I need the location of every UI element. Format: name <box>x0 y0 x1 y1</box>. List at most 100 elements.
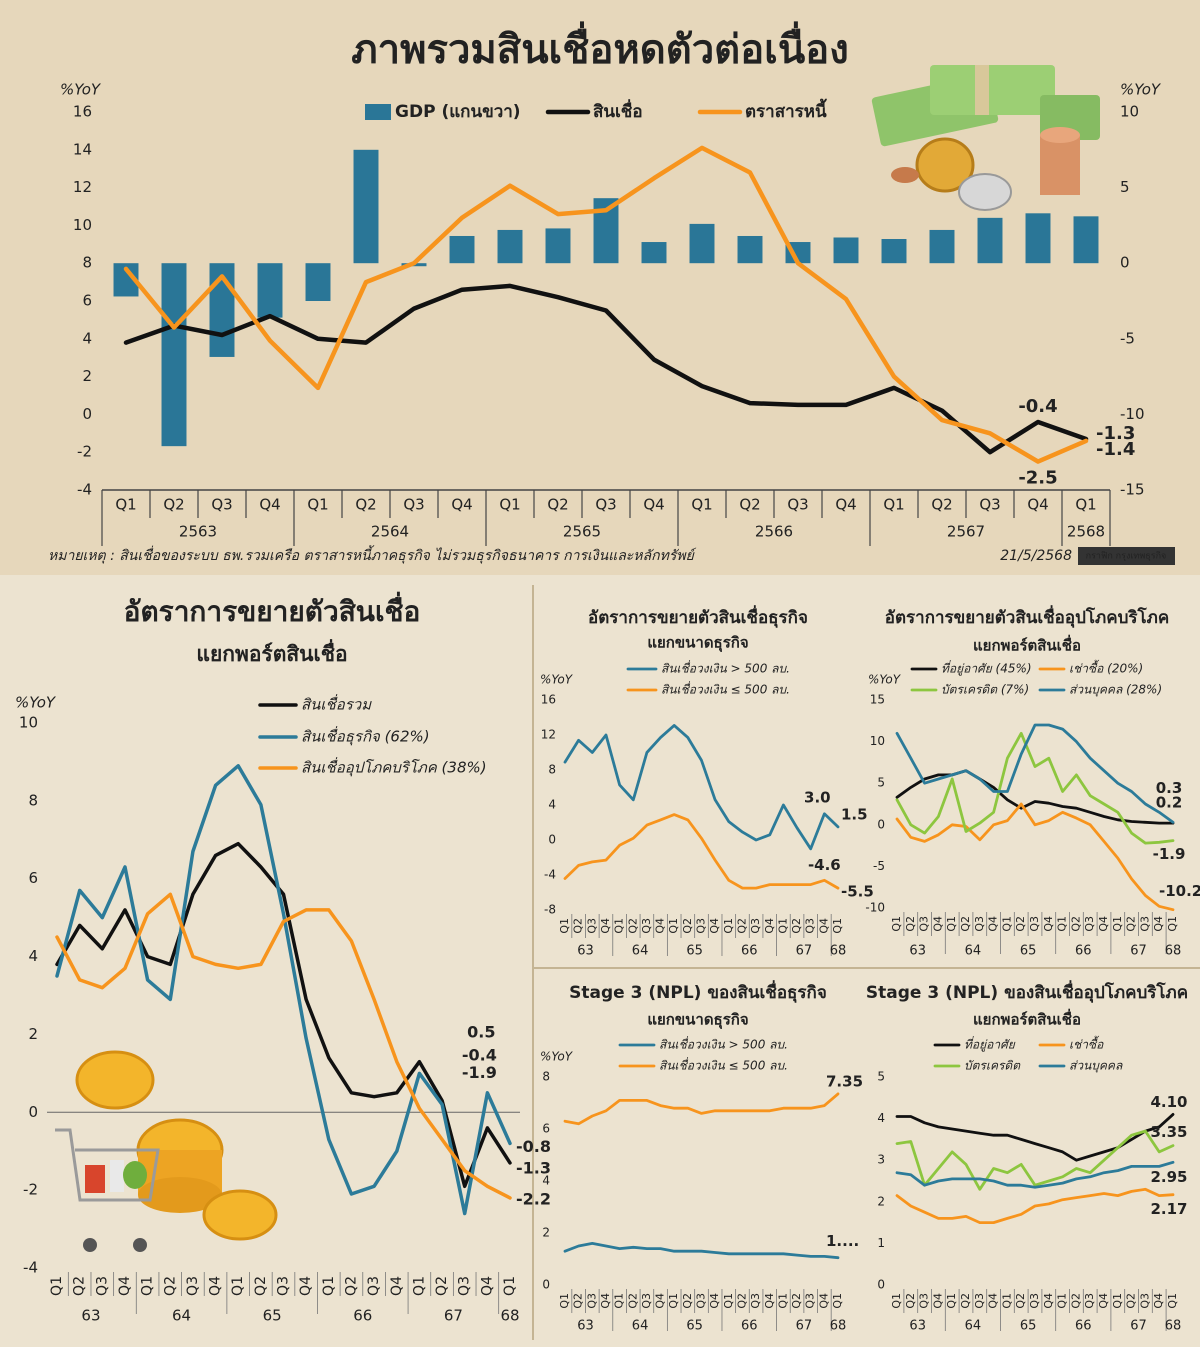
bar <box>833 237 859 264</box>
line-series <box>895 1160 1175 1189</box>
y2-tick-label: -15 <box>1120 481 1145 499</box>
x-tick-label: Q3 <box>804 1293 817 1309</box>
x-tick-label: Q3 <box>973 916 986 932</box>
x-tick-label: Q1 <box>831 1293 844 1309</box>
x-tick-label: Q4 <box>763 918 776 934</box>
chart-title: Stage 3 (NPL) ของสินเชื่ออุปโภคบริโภค <box>866 980 1188 1003</box>
x-tick-label: Q1 <box>502 1276 518 1296</box>
x-tick-label: Q2 <box>72 1276 88 1296</box>
y-tick-label: 6 <box>28 869 38 887</box>
x-tick-label: Q3 <box>918 1293 931 1309</box>
y-tick-label: 8 <box>542 1070 550 1084</box>
x-tick-label: Q4 <box>1097 1293 1110 1309</box>
x-tick-label: Q2 <box>572 1293 585 1309</box>
x-tick-label: Q2 <box>163 496 184 514</box>
x-tick-label: Q1 <box>831 918 844 934</box>
date: 21/5/2568 <box>1000 548 1072 564</box>
y-tick-label: 12 <box>541 728 556 742</box>
x-tick-label: Q2 <box>626 1293 639 1309</box>
y-tick-label: 0 <box>877 1278 885 1292</box>
y-tick-label: 2 <box>877 1194 885 1208</box>
x-tick-label: Q3 <box>1028 916 1041 932</box>
legend-label: ส่วนบุคคล (28%) <box>1069 683 1162 698</box>
x-tick-label: Q2 <box>790 1293 803 1309</box>
money-illustration <box>871 65 1100 211</box>
bottom-background <box>0 575 1200 1347</box>
source-box <box>1078 547 1175 565</box>
year-label: 66 <box>1075 1319 1092 1334</box>
year-label: 64 <box>965 944 982 959</box>
year-label: 67 <box>796 944 813 959</box>
y-tick-label: 8 <box>82 254 92 272</box>
y-tick-label: 3 <box>877 1153 885 1167</box>
legend-label: ที่อยู่อาศัย (45%) <box>941 660 1032 677</box>
y-tick-label: 4 <box>28 947 38 965</box>
data-label: -1.3 <box>1096 423 1135 444</box>
year-label: 68 <box>1165 944 1182 959</box>
data-label: 2.95 <box>1150 1168 1187 1186</box>
legend-label: บัตรเครดิต (7%) <box>941 683 1029 697</box>
y-tick-label: 5 <box>877 776 885 790</box>
bar <box>1073 216 1099 264</box>
x-tick-label: Q4 <box>708 1293 721 1309</box>
data-label: 4.10 <box>1150 1093 1187 1111</box>
legend-label: ที่อยู่อาศัย <box>964 1036 1016 1053</box>
y2-tick-label: -10 <box>1120 405 1145 423</box>
data-label: -1.9 <box>1153 845 1186 863</box>
legend-swatch <box>365 104 391 120</box>
line-series <box>563 1092 840 1126</box>
year-label: 63 <box>577 1319 594 1334</box>
x-tick-label: Q4 <box>1152 916 1165 932</box>
y-tick-label: 4 <box>548 798 556 812</box>
x-tick-label: Q3 <box>185 1276 201 1296</box>
legend-label: สินเชื่อวงเงิน ≤ 500 ลบ. <box>659 1057 788 1073</box>
line-series <box>895 769 1175 825</box>
y-tick-label: 0 <box>28 1103 38 1121</box>
legend-label: GDP (แกนขวา) <box>395 102 521 122</box>
x-tick-label: Q4 <box>479 1276 495 1296</box>
x-tick-label: Q3 <box>585 918 598 934</box>
line-series <box>895 802 1175 912</box>
y-tick-label: -8 <box>544 903 556 917</box>
x-tick-label: Q2 <box>904 916 917 932</box>
x-tick-label: Q2 <box>681 918 694 934</box>
year-label: 66 <box>353 1307 372 1325</box>
year-label: 65 <box>263 1307 282 1325</box>
y2-axis-label: %YoY <box>1120 81 1162 99</box>
data-label: -0.8 <box>516 1137 551 1156</box>
y-axis-label: %YoY <box>868 673 902 687</box>
y-tick-label: -5 <box>873 859 885 873</box>
chart-title: ภาพรวมสินเชื่อหดตัวต่อเนื่อง <box>351 21 848 73</box>
x-tick-label: Q1 <box>115 496 136 514</box>
y-tick-label: -4 <box>77 481 92 499</box>
line-series <box>895 1129 1175 1191</box>
year-label: 2564 <box>371 523 409 541</box>
x-tick-label: Q1 <box>1166 916 1179 932</box>
x-tick-label: Q2 <box>355 496 376 514</box>
x-tick-label: Q1 <box>722 918 735 934</box>
x-tick-label: Q3 <box>595 496 616 514</box>
chart-title: อัตราการขยายตัวสินเชื่อ <box>124 591 421 628</box>
x-tick-label: Q4 <box>1152 1293 1165 1309</box>
x-tick-label: Q1 <box>776 1293 789 1309</box>
bar <box>1025 213 1051 264</box>
year-label: 68 <box>500 1307 519 1325</box>
x-tick-label: Q4 <box>451 496 472 514</box>
bar <box>449 235 475 264</box>
x-tick-label: Q2 <box>1014 916 1027 932</box>
x-tick-label: Q2 <box>681 1293 694 1309</box>
legend-label: สินเชื่อธุรกิจ (62%) <box>301 726 430 746</box>
x-tick-label: Q3 <box>457 1276 473 1296</box>
x-tick-label: Q1 <box>558 918 571 934</box>
year-label: 67 <box>1130 1319 1147 1334</box>
x-tick-label: Q3 <box>403 496 424 514</box>
legend-label: สินเชื่ออุปโภคบริโภค (38%) <box>301 757 487 777</box>
footnote: หมายเหตุ : สินเชื่อของระบบ ธพ.รวมเครือ ต… <box>48 545 697 564</box>
legend-label: สินเชื่อ <box>593 99 643 122</box>
chart-subtitle: แยกขนาดธุรกิจ <box>647 1011 748 1030</box>
year-label: 64 <box>965 1319 982 1334</box>
bar <box>641 242 667 264</box>
line-series <box>55 764 512 1216</box>
y-tick-label: 14 <box>73 140 92 158</box>
